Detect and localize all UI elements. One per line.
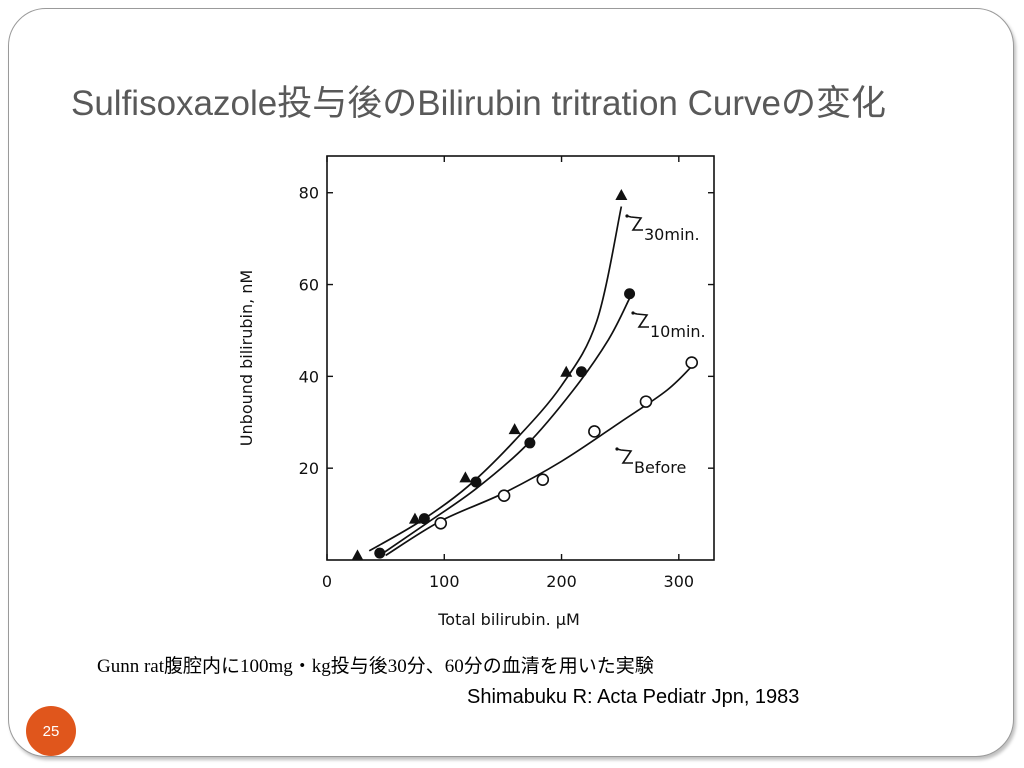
label-leader-dot-10min: [631, 311, 635, 315]
marker-30min: [560, 365, 573, 377]
marker-before: [639, 395, 653, 408]
y-tick-label: 60: [299, 276, 319, 295]
y-tick-label: 80: [299, 184, 319, 203]
y-tick-label: 20: [299, 459, 319, 478]
series-labels-group: 30min. 10min. Before: [615, 214, 706, 477]
experiment-caption: Gunn rat腹腔内に100mg・kg投与後30分、60分の血清を用いた実験: [97, 656, 654, 677]
y-tick-label: 40: [299, 367, 319, 386]
label-leader-dot-before: [615, 447, 619, 451]
x-tick-label: 300: [664, 572, 695, 591]
marker-30min: [459, 471, 472, 483]
label-leader-10min: [632, 312, 649, 328]
marker-10min: [524, 437, 536, 449]
x-tick-label: 0: [322, 572, 332, 591]
label-leader-before: [616, 448, 633, 464]
slide-frame: Sulfisoxazole投与後のBilirubin tritration Cu…: [8, 8, 1014, 757]
marker-30min: [508, 423, 521, 435]
marker-30min: [408, 512, 421, 524]
x-axis-label: Total bilirubin. μM: [437, 610, 580, 629]
marker-10min: [470, 476, 482, 488]
curve-30min: [368, 206, 623, 552]
marker-10min: [374, 547, 386, 559]
marker-before: [497, 489, 511, 503]
page-number-badge: 25: [26, 706, 76, 756]
label-leader-30min: [626, 215, 643, 231]
series-label-30min: 30min.: [644, 225, 700, 244]
citation: Shimabuku R: Acta Pediatr Jpn, 1983: [467, 686, 800, 708]
plot-frame: [326, 155, 715, 561]
marker-10min: [418, 513, 430, 525]
marker-30min: [615, 189, 628, 201]
data-markers-group: [351, 189, 699, 561]
marker-10min: [624, 288, 636, 300]
marker-before: [536, 473, 550, 486]
series-label-before: Before: [634, 458, 686, 477]
axes-group: 0 100 200 300 20 40 60 80: [299, 156, 714, 591]
marker-before: [685, 356, 699, 369]
series-label-10min: 10min.: [650, 322, 706, 341]
marker-30min: [351, 549, 364, 561]
x-tick-label: 100: [429, 572, 460, 591]
slide-title: Sulfisoxazole投与後のBilirubin tritration Cu…: [71, 84, 886, 123]
marker-before: [434, 516, 448, 530]
x-tick-label: 200: [546, 572, 577, 591]
label-leader-dot-30min: [625, 214, 629, 218]
marker-10min: [575, 366, 587, 378]
marker-before: [588, 425, 601, 438]
fitted-curves-group: [368, 206, 696, 557]
bilirubin-titration-chart: 0 100 200 300 20 40 60 80 30min. 10min. Before To…: [237, 155, 715, 629]
y-axis-label: Unbound bilirubin, nM: [237, 270, 256, 446]
